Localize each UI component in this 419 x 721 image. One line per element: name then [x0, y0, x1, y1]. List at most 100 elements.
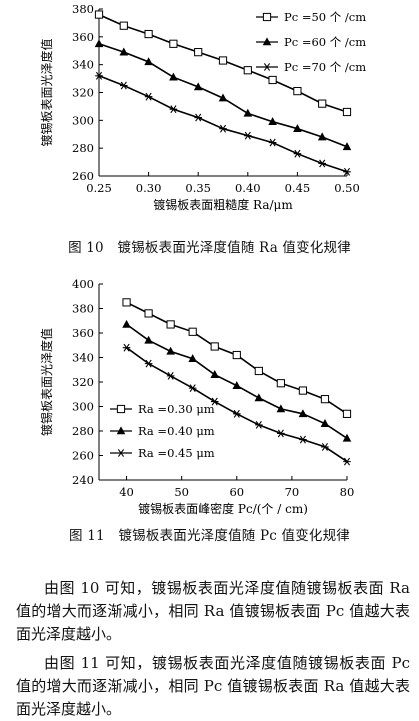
fig10-series-3-point [268, 138, 277, 147]
fig11-series-2-point [298, 409, 308, 418]
fig10-x-tick-label: 0.40 [235, 181, 261, 195]
fig10-series-2-point [193, 82, 203, 91]
fig11-series-3-point [188, 384, 197, 393]
fig11-y-tick-label: 320 [72, 375, 94, 389]
fig11-series-2-point [122, 319, 131, 328]
paragraph-figure-10-discussion: 由图 10 可知，镀锡板表面光泽度值随镀锡板表面 Ra 值的增大而逐渐减小，相同… [16, 579, 410, 643]
fig11-x-axis-title: 镀锡板表面峰密度 Pc/(个 / cm) [138, 501, 308, 516]
fig10-series-1-point [144, 29, 153, 39]
fig10-series-2-point [268, 117, 277, 126]
fig11-series-3-point [210, 397, 219, 406]
fig10-series-2-point [218, 93, 228, 102]
fig11-y-tick-label: 280 [72, 424, 94, 438]
fig10-series-3-point [95, 71, 103, 80]
fig10-x-tick-label: 0.25 [86, 181, 112, 195]
fig10-y-tick-label: 380 [72, 2, 94, 16]
fig10-legend-label: Pc =70 个 /cm [284, 60, 366, 74]
fig11-series-1-point [144, 309, 153, 318]
fig10-y-tick-label: 340 [72, 58, 94, 72]
fig11-series-1-point [122, 298, 131, 307]
fig11-series-2-point [144, 335, 153, 344]
fig10-y-axis-title: 镀锡板表面光泽度值 [39, 38, 54, 146]
fig10-series-3-point [120, 81, 128, 90]
fig11-x-tick-label: 60 [229, 485, 244, 499]
fig11-series-1-point [342, 409, 352, 418]
figure-10-chart: 260 280 300 320 340 360 380 0.25 0.30 0.35 0.40 0.4… [0, 0, 419, 228]
fig11-x-tick-label: 80 [340, 485, 355, 499]
fig10-series-3-line [98, 75, 348, 173]
figure-10-caption: 图 10 镀锡板表面光泽度值随 Ra 值变化规律 [68, 240, 351, 256]
fig11-series-3-point [321, 443, 329, 451]
fig10-y-tick-label: 260 [72, 169, 94, 183]
figure-11-svg: 240 260 280 300 320 340 360 380 400 40 50 60 70 80 镀锡板… [39, 277, 355, 516]
fig10-series-2-point [94, 39, 104, 48]
fig11-x-tick-label: 50 [174, 485, 189, 499]
fig11-series-1-point [254, 366, 263, 376]
fig11-y-axis-title: 镀锡板表面光泽度值 [39, 328, 54, 436]
fig10-y-tick-label: 300 [72, 113, 94, 127]
fig10-series-1-point [94, 10, 104, 19]
fig10-series-2-point [293, 124, 302, 132]
fig11-y-tick-label: 360 [72, 326, 94, 340]
fig11-series-2-point [342, 433, 352, 442]
fig11-series-1 [122, 298, 352, 418]
fig11-series-2 [122, 319, 352, 442]
fig10-series-3-point [194, 113, 202, 122]
fig10-series-2-point [243, 108, 253, 117]
fig11-y-tick-label: 240 [72, 473, 94, 487]
fig11-series-3-point [255, 420, 263, 429]
fig10-series-2-point [169, 72, 178, 81]
fig10-series-1-point [119, 21, 128, 30]
fig11-series-2-point [232, 381, 242, 389]
fig10-legend-marker [262, 37, 272, 46]
fig11-series-1-point [232, 350, 241, 360]
fig11-series-1-point [276, 379, 285, 388]
fig11-series-3-point [232, 409, 241, 418]
fig11-series-2-point [166, 346, 175, 355]
fig10-series-3-point [144, 92, 153, 101]
fig10-series-3-point [219, 124, 227, 133]
fig10-series-2-point [119, 47, 129, 56]
fig10-y-tick-label: 280 [72, 141, 94, 155]
fig11-series-3-point [122, 343, 131, 352]
fig11-series-1-point [298, 386, 308, 395]
fig10-y-tick-label: 360 [72, 30, 94, 44]
fig11-legend-label: Ra =0.45 μm [138, 446, 215, 460]
fig11-series-3-point [277, 429, 285, 438]
fig11-series-1-point [210, 342, 219, 351]
fig11-series-2-point [210, 370, 220, 378]
fig10-legend-label: Pc =60 个 /cm [284, 35, 366, 49]
fig10-series-2-point [342, 142, 352, 151]
fig11-legend-label: Ra =0.40 μm [138, 424, 215, 438]
figure-11-chart: 240 260 280 300 320 340 360 380 400 40 50 60 70 80 镀锡板… [0, 268, 419, 524]
fig10-series-1-point [218, 56, 228, 65]
fig11-legend-entry-3: Ra =0.45 μm [110, 446, 215, 460]
fig10-series-2 [94, 39, 352, 151]
fig10-x-axis-title: 镀锡板表面粗糙度 Ra/μm [153, 197, 293, 212]
fig11-y-tick-label: 380 [72, 302, 94, 316]
fig11-series-3-point [299, 435, 307, 444]
fig10-series-3-point [318, 159, 326, 168]
fig10-legend-entry-1: Pc =50 个 /cm [256, 10, 366, 24]
paragraph-figure-11-discussion: 由图 11 可知，镀锡板表面光泽度值随镀锡板表面 Pc 值的增大而逐渐减小，相同… [16, 654, 410, 718]
fig10-series-3-point [343, 167, 351, 176]
fig10-series-2-point [144, 57, 153, 66]
fig10-legend-marker [262, 12, 272, 22]
fig11-series-2-point [276, 404, 286, 413]
fig10-x-tick-label: 0.35 [185, 181, 211, 195]
fig10-series-1-point [293, 87, 302, 96]
fig11-y-tick-label: 340 [72, 351, 94, 365]
fig10-series-3-point [169, 105, 178, 114]
fig11-series-2-point [188, 354, 197, 363]
figure-10-svg: 260 280 300 320 340 360 380 0.25 0.30 0.35 0.40 0.4… [39, 2, 366, 212]
fig10-legend-label: Pc =50 个 /cm [284, 10, 366, 24]
fig10-legend-entry-3: Pc =70 个 /cm [256, 60, 366, 74]
fig11-legend-entry-2: Ra =0.40 μm [110, 424, 215, 438]
fig10-series-3-point [244, 131, 252, 140]
fig10-series-1-point [318, 99, 327, 108]
fig11-legend-label: Ra =0.30 μm [138, 402, 215, 416]
fig10-y-tick-label: 320 [72, 86, 94, 100]
fig10-series-1-point [268, 75, 277, 85]
fig11-series-1-point [188, 327, 197, 336]
fig10-series-1-point [243, 66, 252, 75]
